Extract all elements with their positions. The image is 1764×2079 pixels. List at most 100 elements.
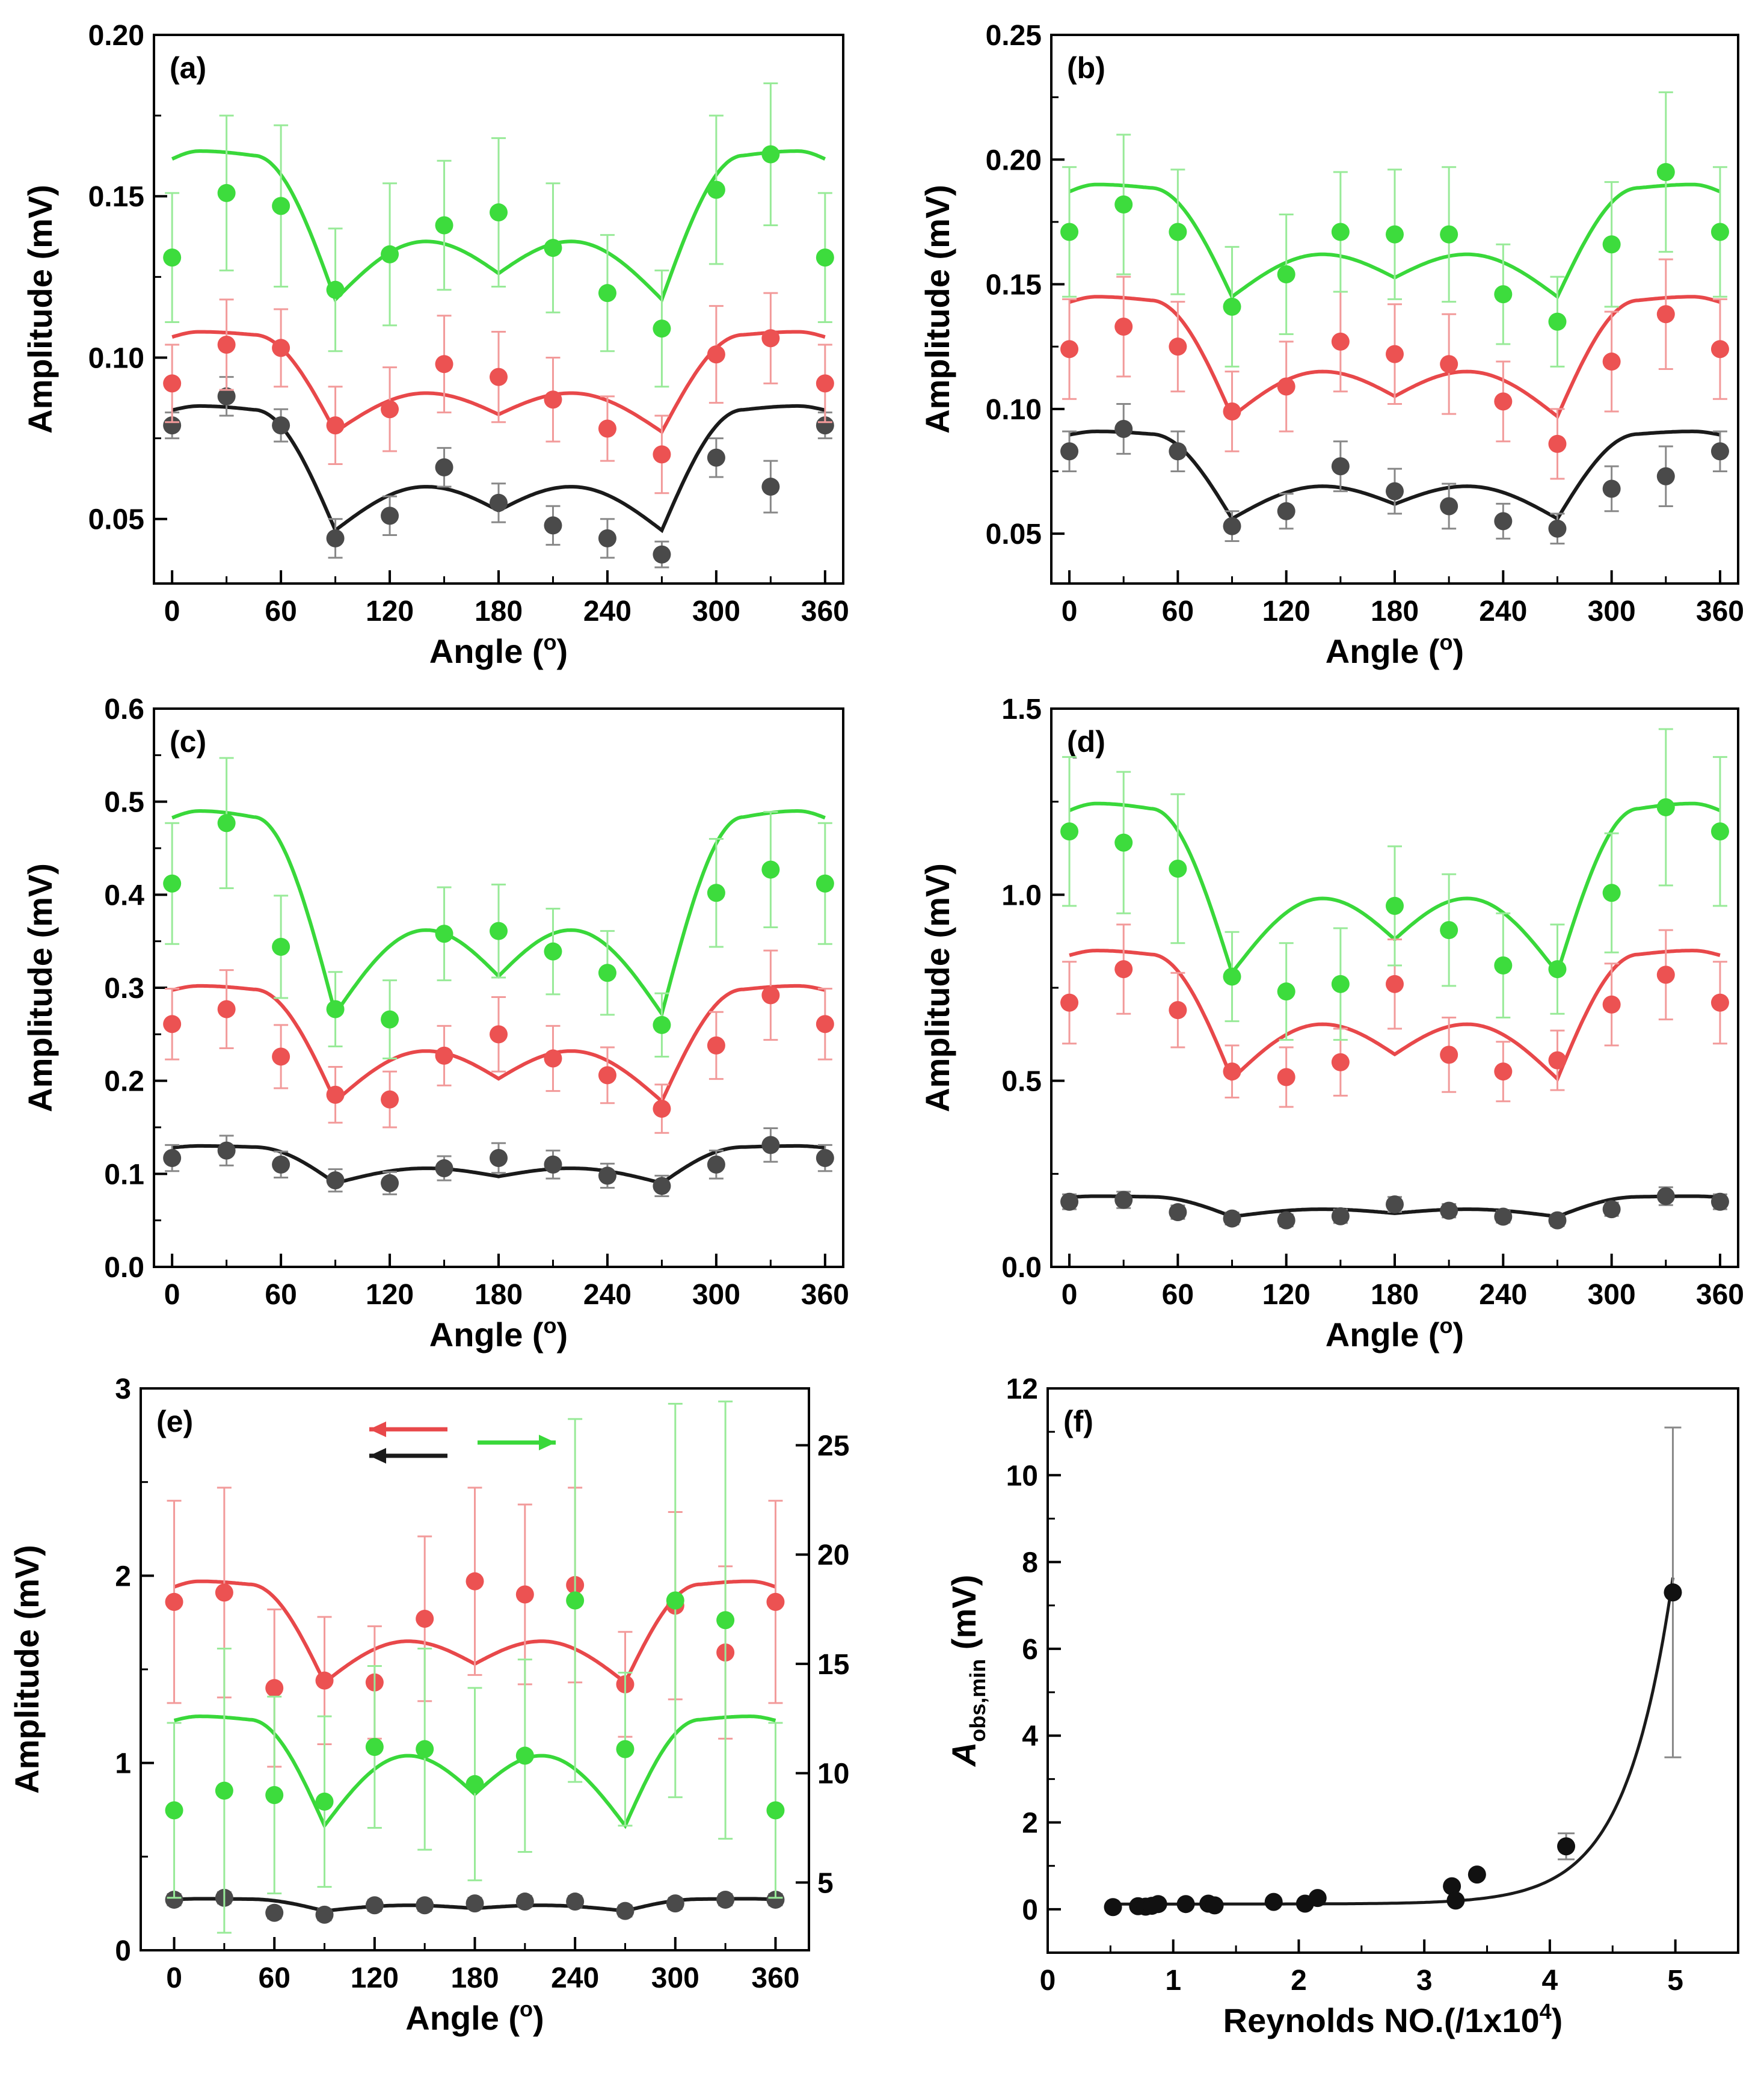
marker (566, 1893, 585, 1911)
data-point-black (1331, 440, 1350, 493)
x-axis-title: Angle (o) (1326, 1313, 1464, 1354)
x-tick-label: 180 (1371, 1279, 1419, 1311)
marker (1602, 353, 1621, 371)
x-tick-label: 2 (1291, 1965, 1307, 1997)
marker (1557, 1837, 1576, 1856)
data-point-green (490, 137, 508, 288)
data-point-black (1656, 1186, 1675, 1206)
x-tick-label: 300 (692, 1279, 740, 1311)
marker (1169, 1001, 1187, 1020)
marker (1494, 285, 1513, 304)
panel-label: (f) (1063, 1405, 1093, 1438)
marker (490, 493, 508, 512)
x-tick-label: 120 (1262, 596, 1311, 627)
data-point-red (217, 298, 236, 391)
y-tick-label: 0.5 (104, 787, 144, 819)
marker (1169, 337, 1187, 356)
y-tick-label: 0 (115, 1935, 131, 1967)
marker (326, 416, 345, 435)
chart-panel-a: 0 60 120 180 240 300 360 0.05 0.10 0.15 0.20 (a) Ang… (21, 20, 849, 670)
data-point-black (598, 1162, 616, 1189)
marker (1548, 519, 1567, 538)
data-point-red (544, 1024, 562, 1092)
marker (816, 1015, 834, 1033)
arrow-head (369, 1421, 386, 1437)
data-point-red (1277, 1046, 1295, 1108)
x-tick-label: 4 (1542, 1965, 1558, 1997)
legend-arrow-red (369, 1421, 447, 1437)
marker (653, 445, 671, 464)
data-point-black (1386, 467, 1404, 515)
chart-panel-c: 0 60 120 180 240 300 360 0.0 0.1 0.2 0.3 0.4 0.5 0.6 (… (21, 694, 849, 1354)
y-tick-label: 0.2 (104, 1066, 144, 1098)
marker (217, 814, 236, 833)
data-point-black (416, 1896, 434, 1915)
marker (716, 1890, 735, 1909)
data-point (1205, 1896, 1224, 1915)
y-tick-label: 0.1 (104, 1159, 144, 1190)
marker (490, 922, 508, 940)
data-point-black (1656, 445, 1675, 507)
data-point-black (1440, 482, 1458, 530)
data-point-black (566, 1893, 585, 1911)
x-tick-label: 120 (366, 1279, 414, 1311)
marker (381, 400, 399, 419)
marker (1176, 1895, 1195, 1914)
data-point-green (544, 908, 562, 996)
marker (381, 245, 399, 263)
data-point-black (1710, 430, 1729, 472)
data-point-green (1548, 923, 1567, 1015)
data-point-black (490, 482, 508, 523)
marker (707, 180, 725, 199)
data-point-red (653, 1083, 671, 1134)
marker (490, 1025, 508, 1044)
marker (315, 1671, 334, 1690)
marker (416, 1609, 434, 1628)
x-tick-label: 240 (1479, 1279, 1527, 1311)
marker (707, 345, 725, 364)
data-point-green (1602, 832, 1621, 953)
x-tick-label: 300 (1588, 596, 1636, 627)
marker (761, 1136, 780, 1154)
data-point-black (1548, 513, 1567, 545)
marker (816, 248, 834, 267)
data-point-red (435, 315, 453, 414)
marker (598, 529, 616, 547)
data-point-red (544, 356, 562, 443)
x-tick-label: 1 (1165, 1965, 1181, 1997)
marker (1114, 960, 1133, 979)
data-point-black (1494, 1207, 1513, 1226)
x-tick-label: 5 (1667, 1965, 1683, 1997)
data-point-black (1114, 1190, 1133, 1209)
data-point-black (326, 518, 345, 559)
x-tick-label: 240 (551, 1962, 599, 1994)
marker (1205, 1896, 1224, 1915)
data-point-red (1710, 961, 1729, 1045)
data-point-black (1277, 1211, 1295, 1230)
data-point-red (1494, 1041, 1513, 1103)
x-tick-label: 60 (265, 1279, 297, 1311)
data-point-black (1169, 1203, 1187, 1222)
marker (1440, 225, 1458, 244)
y-tick-label: 0.15 (88, 181, 144, 213)
data-point-black (365, 1896, 384, 1915)
marker (1440, 921, 1458, 940)
y-axis-title: Amplitude (mV) (918, 863, 956, 1112)
data-point-black (515, 1893, 534, 1911)
data-point-green (163, 192, 182, 323)
y-axis-title: Amplitude (mV) (8, 1545, 46, 1794)
marker (1548, 1051, 1567, 1070)
data-point-green (1710, 756, 1729, 907)
data-point-black (707, 1150, 725, 1180)
marker (1386, 1195, 1404, 1214)
data-point-green (1169, 793, 1187, 944)
data-point-red (326, 386, 345, 466)
data-point-black (217, 1135, 236, 1166)
marker (1446, 1891, 1465, 1910)
marker (1223, 517, 1241, 535)
y-axis-title: Amplitude (mV) (918, 185, 956, 434)
y-tick-label: 0.6 (104, 694, 144, 725)
x-axis-title: Angle (o) (429, 630, 568, 670)
x-tick-label: 0 (1040, 1965, 1056, 1997)
x-tick-label: 360 (1696, 596, 1744, 627)
